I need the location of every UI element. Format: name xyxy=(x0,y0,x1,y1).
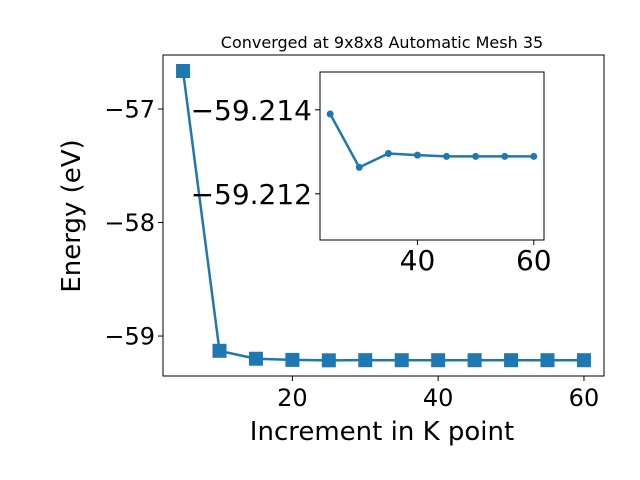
marker xyxy=(472,152,480,160)
y-axis-label: Energy (eV) xyxy=(57,139,87,292)
marker xyxy=(355,163,363,171)
marker xyxy=(358,353,373,368)
marker xyxy=(504,353,519,368)
marker xyxy=(212,343,227,358)
x-tick-label: 20 xyxy=(277,384,308,412)
marker xyxy=(285,352,300,367)
y-tick-label: −58 xyxy=(104,209,155,237)
x-tick-label: 60 xyxy=(569,384,600,412)
marker xyxy=(394,353,409,368)
y-tick-label: −59 xyxy=(104,323,155,351)
marker xyxy=(540,353,555,368)
x-tick-label: 60 xyxy=(516,244,552,277)
y-tick-label: −59.214 xyxy=(191,94,312,127)
marker xyxy=(530,152,538,160)
chart-title: Converged at 9x8x8 Automatic Mesh 35 xyxy=(221,33,543,52)
x-tick-label: 40 xyxy=(423,384,454,412)
marker xyxy=(413,151,421,159)
marker xyxy=(176,64,191,79)
x-axis-label: Increment in K point xyxy=(250,417,514,447)
x-tick-label: 40 xyxy=(400,244,436,277)
marker xyxy=(321,353,336,368)
plot-frame xyxy=(319,71,545,241)
y-tick-label: −57 xyxy=(104,96,155,124)
marker xyxy=(443,152,451,160)
plot-frame xyxy=(162,54,605,377)
marker xyxy=(248,351,263,366)
marker xyxy=(501,152,509,160)
series-line xyxy=(329,113,534,169)
marker xyxy=(467,353,482,368)
marker xyxy=(576,353,591,368)
marker xyxy=(326,110,334,118)
marker xyxy=(431,353,446,368)
y-tick-label: −59.212 xyxy=(191,178,312,211)
marker xyxy=(384,149,392,157)
